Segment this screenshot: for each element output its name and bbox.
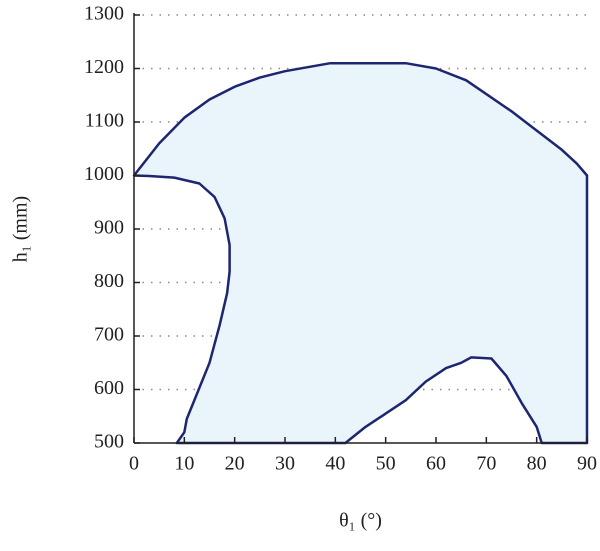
x-tick-label: 70 xyxy=(476,453,496,475)
y-tick-label: 700 xyxy=(94,324,124,346)
x-tick-label: 10 xyxy=(174,453,194,475)
y-axis-label: h₁ (mm) xyxy=(10,196,32,262)
x-tick-label: 40 xyxy=(325,453,345,475)
x-tick-label: 0 xyxy=(129,453,139,475)
x-tick-label: 80 xyxy=(527,453,547,475)
y-tick-label: 1000 xyxy=(84,163,124,185)
x-tick-label: 90 xyxy=(577,453,597,475)
x-tick-label: 60 xyxy=(426,453,446,475)
x-axis-label: θ₁ (°) xyxy=(339,510,382,532)
x-tick-label: 50 xyxy=(376,453,396,475)
x-tick-label: 20 xyxy=(225,453,245,475)
y-tick-label: 800 xyxy=(94,270,124,292)
y-tick-label: 1300 xyxy=(84,3,124,25)
y-tick-label: 500 xyxy=(94,431,124,453)
y-tick-label: 600 xyxy=(94,377,124,399)
y-tick-label: 900 xyxy=(94,217,124,239)
x-tick-label: 30 xyxy=(275,453,295,475)
feasible-region xyxy=(132,61,589,445)
y-tick-label: 1200 xyxy=(84,56,124,78)
y-tick-label: 1100 xyxy=(85,110,124,132)
